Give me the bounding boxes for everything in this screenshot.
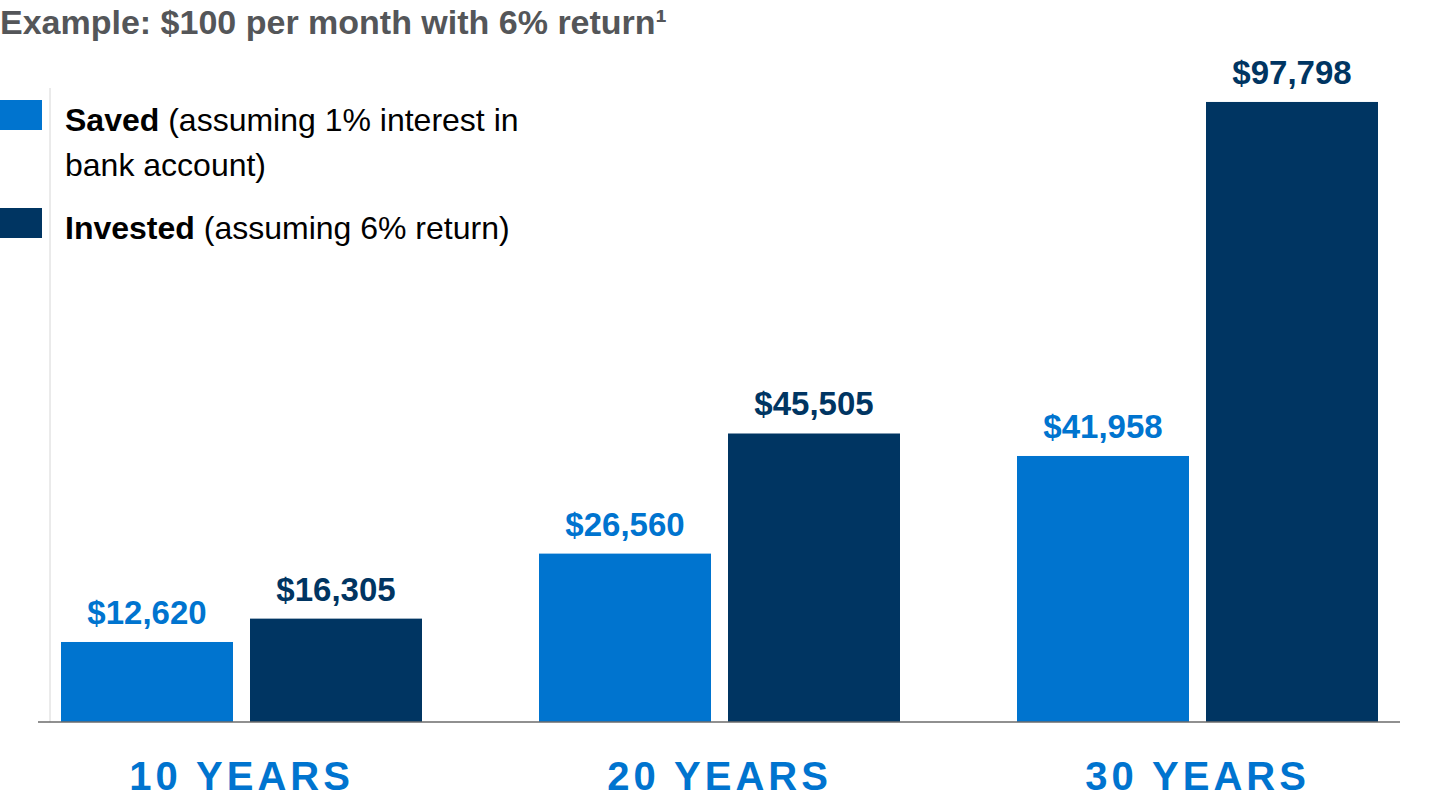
legend-word: 6% [351,210,406,246]
legend-word: 1% [316,102,371,138]
data-label: $41,958 [1043,408,1162,445]
category-label: 30 YEARS [1085,754,1310,798]
legend-label: Saved (assuming 1% interest in bank accou… [65,102,519,183]
legend-word: bank [65,147,135,183]
data-label: $12,620 [87,594,206,631]
data-label: $97,798 [1232,54,1351,91]
legend-word: Invested [65,210,195,246]
bar [61,642,233,722]
bar [1206,102,1378,722]
legend-line: Invested (assuming 6% return) [65,210,510,246]
bar [728,433,900,722]
legend-word: return) [406,210,509,246]
category-label: 10 YEARS [129,754,354,798]
legend-word: account) [134,147,266,183]
legend-swatch [0,208,42,238]
legend-word: (assuming [159,102,316,138]
legend-line: Saved (assuming 1% interest in [65,102,519,138]
chart: Example: $100 per month with 6% return¹ $… [0,0,1438,810]
legend-word: (assuming [195,210,352,246]
data-label: $26,560 [565,506,684,543]
bars [61,102,1378,722]
legend-word: in [485,102,519,138]
bar [539,554,711,722]
category-label: 20 YEARS [607,754,832,798]
legend-word: interest [371,102,485,138]
legend-swatch [0,100,42,130]
bar [1017,456,1189,722]
data-label: $45,505 [754,385,873,422]
legend-label: Invested (assuming 6% return) [65,210,510,246]
x-axis-line [38,721,1400,723]
legend-word: Saved [65,102,159,138]
data-label: $16,305 [276,571,395,608]
y-axis-line [50,88,51,722]
bar [250,619,422,722]
legend-line: bank account) [65,147,266,183]
title: Example: $100 per month with 6% return¹ [0,3,667,41]
